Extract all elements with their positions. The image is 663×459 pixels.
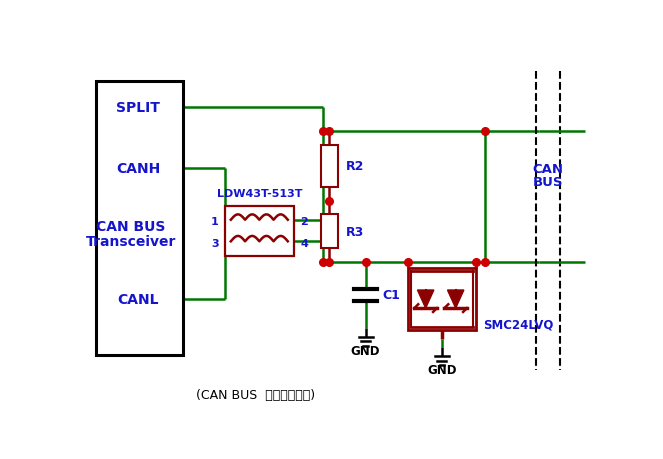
Text: GND: GND <box>351 344 381 358</box>
Polygon shape <box>225 207 294 257</box>
Text: R3: R3 <box>346 225 365 238</box>
Text: SMC24LVQ: SMC24LVQ <box>483 318 554 330</box>
Polygon shape <box>321 215 338 249</box>
Text: CAN: CAN <box>532 162 564 175</box>
Text: CANL: CANL <box>118 292 159 307</box>
Text: 3: 3 <box>211 238 219 248</box>
Text: LDW43T-513T: LDW43T-513T <box>217 188 303 198</box>
Text: 4: 4 <box>300 238 308 248</box>
Text: 1: 1 <box>211 217 219 227</box>
Polygon shape <box>448 291 464 308</box>
Polygon shape <box>96 82 183 355</box>
Text: CANH: CANH <box>116 162 160 176</box>
Text: GND: GND <box>427 364 457 376</box>
Polygon shape <box>418 291 434 308</box>
Text: CAN BUS: CAN BUS <box>96 219 166 233</box>
Text: BUS: BUS <box>533 175 564 188</box>
Text: C1: C1 <box>383 289 400 302</box>
Text: R2: R2 <box>346 160 365 173</box>
Polygon shape <box>321 146 338 187</box>
Polygon shape <box>408 269 475 330</box>
Text: SPLIT: SPLIT <box>117 101 160 114</box>
Text: (CAN BUS  静电保护电路): (CAN BUS 静电保护电路) <box>196 388 316 401</box>
Text: Transceiver: Transceiver <box>86 235 176 249</box>
Text: 2: 2 <box>300 217 308 227</box>
